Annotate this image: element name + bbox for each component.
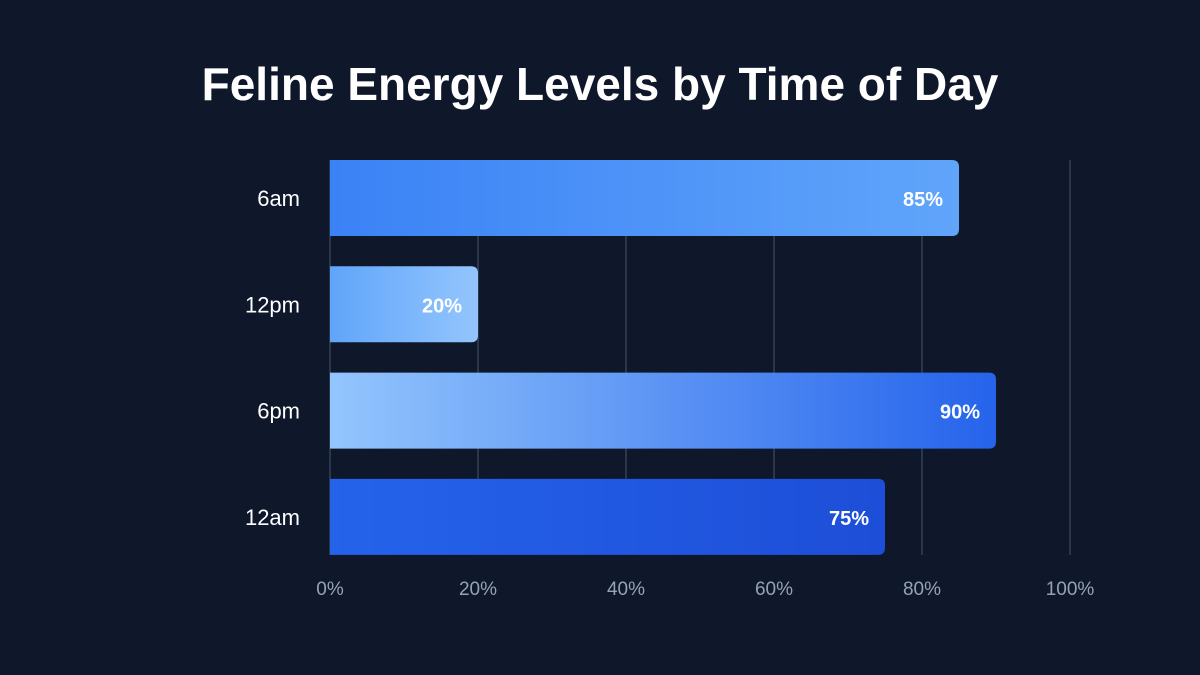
x-tick-label: 80% [903,579,941,600]
bar-6am [330,160,959,236]
category-label: 12pm [245,292,300,317]
bar-6pm [330,372,996,449]
value-label: 90% [940,402,980,424]
x-tick-label: 40% [607,579,645,600]
bar-layer [330,160,996,555]
category-label: 6am [257,186,300,211]
chart-title: Feline Energy Levels by Time of Day [201,58,999,110]
category-label: 6pm [257,399,300,424]
value-label: 85% [903,189,943,211]
label-layer: 0% 20% 40% 60% 80% 100% 6am 85% 12pm 20% 6pm 90% 12a… [245,186,1094,600]
value-label: 75% [829,508,869,530]
x-tick-label: 100% [1046,579,1095,600]
x-tick-label: 20% [459,579,497,600]
x-tick-label: 0% [316,579,344,600]
category-label: 12am [245,505,300,530]
x-tick-label: 60% [755,579,793,600]
bar-12am [330,478,885,555]
value-label: 20% [422,295,462,317]
bar-12pm [330,266,478,343]
